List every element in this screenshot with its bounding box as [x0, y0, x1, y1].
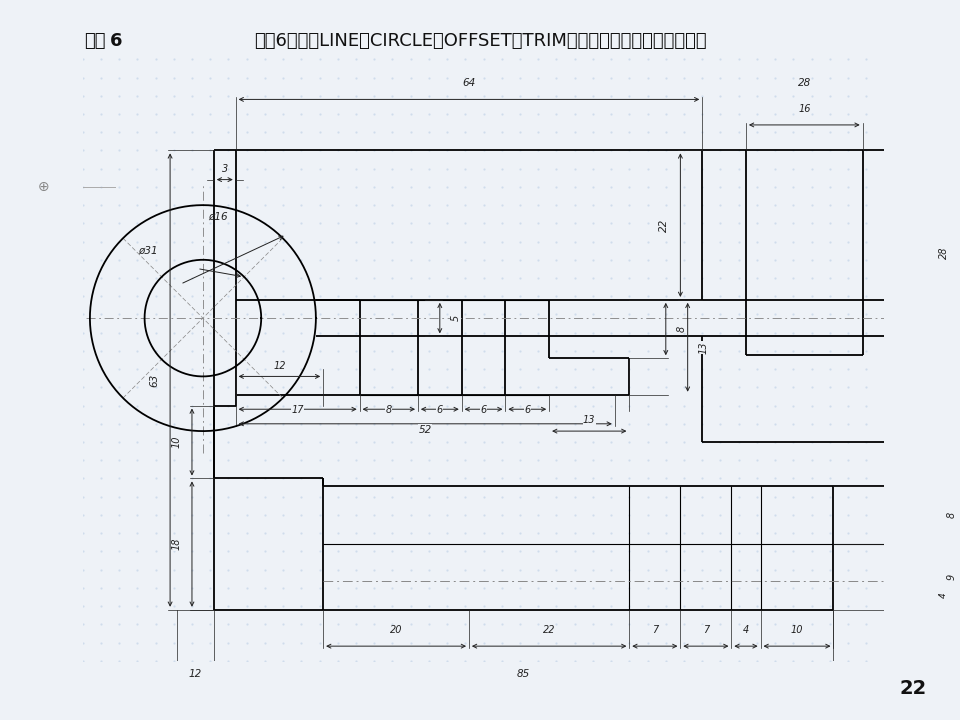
Text: 7: 7 [652, 625, 658, 635]
Text: 练习: 练习 [84, 32, 106, 50]
Text: 16: 16 [798, 104, 810, 114]
Text: 8: 8 [386, 405, 392, 415]
Text: 4: 4 [743, 625, 749, 635]
Text: 63: 63 [149, 374, 159, 387]
Text: 52: 52 [419, 425, 432, 435]
Text: ø31: ø31 [138, 246, 157, 256]
Text: 13: 13 [583, 415, 595, 426]
Text: 3: 3 [222, 163, 228, 174]
Text: 13: 13 [699, 341, 708, 354]
Text: 6: 6 [437, 405, 443, 415]
Text: 8: 8 [677, 326, 686, 332]
Text: 练习6：利用LINE、CIRCLE、OFFSET及TRIM等命令绘制下图所示的图形。: 练习6：利用LINE、CIRCLE、OFFSET及TRIM等命令绘制下图所示的图… [253, 32, 707, 50]
Text: 22: 22 [900, 680, 926, 698]
Text: 10: 10 [171, 436, 181, 449]
Text: 10: 10 [791, 625, 804, 635]
Text: 7: 7 [703, 625, 709, 635]
Text: 5: 5 [451, 315, 461, 321]
Text: 28: 28 [939, 246, 949, 258]
Text: 85: 85 [517, 669, 530, 679]
FancyBboxPatch shape [365, 0, 960, 40]
Text: 9: 9 [947, 574, 956, 580]
Text: 28: 28 [798, 78, 811, 89]
Text: 17: 17 [292, 405, 304, 415]
Text: 4: 4 [939, 593, 948, 598]
Text: 12: 12 [189, 669, 203, 679]
Text: ⊕: ⊕ [37, 180, 49, 194]
Text: 6: 6 [109, 32, 122, 50]
Text: ø16: ø16 [208, 212, 228, 222]
Text: 22: 22 [543, 625, 556, 635]
Text: 22: 22 [660, 219, 669, 232]
Text: 6: 6 [480, 405, 487, 415]
Text: 20: 20 [390, 625, 402, 635]
Text: 8: 8 [947, 512, 956, 518]
Text: 18: 18 [171, 538, 181, 550]
Text: 12: 12 [274, 361, 286, 371]
Text: 6: 6 [524, 405, 531, 415]
Text: 64: 64 [463, 78, 475, 89]
